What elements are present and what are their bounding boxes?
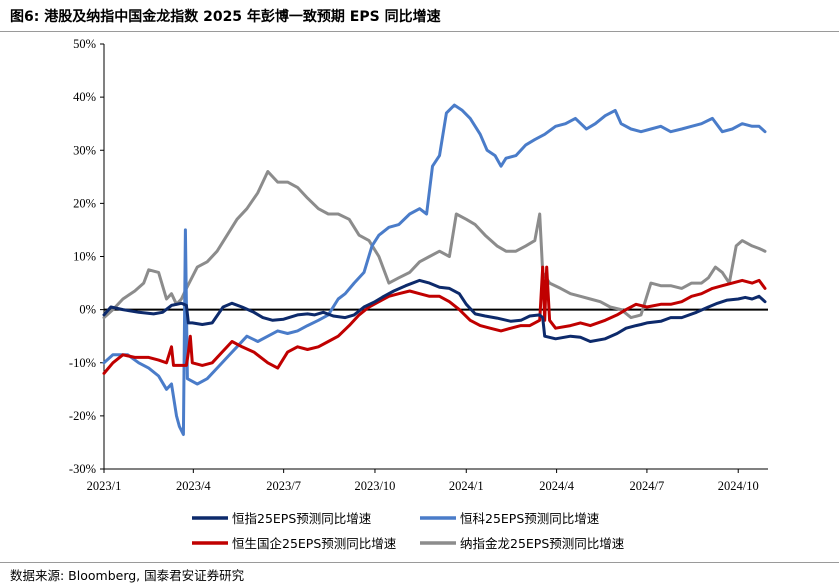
legend-label-1: 恒指25EPS预测同比增速 xyxy=(232,511,372,526)
y-tick-label: -20% xyxy=(69,409,96,423)
footer-divider xyxy=(0,562,839,563)
legend-label-2: 恒科25EPS预测同比增速 xyxy=(460,511,600,526)
x-tick-label: 2023/1 xyxy=(87,479,122,493)
y-tick-label: 40% xyxy=(73,90,96,104)
x-tick-label: 2024/1 xyxy=(449,479,484,493)
y-tick-label: 0% xyxy=(79,303,96,317)
x-tick-label: 2023/10 xyxy=(354,479,395,493)
chart-legend: 恒指25EPS预测同比增速 恒科25EPS预测同比增速恒生国企25EPS预测同比增… xyxy=(192,511,625,551)
x-tick-label: 2023/7 xyxy=(266,479,301,493)
chart-series-lines xyxy=(102,103,767,436)
series-line-1 xyxy=(102,278,767,343)
title-divider xyxy=(0,31,839,32)
y-tick-label: 20% xyxy=(73,196,96,210)
series-line-3 xyxy=(102,265,767,375)
y-tick-label: -30% xyxy=(69,462,96,476)
x-tick-label: 2023/4 xyxy=(176,479,211,493)
legend-label-3: 恒生国企25EPS预测同比增速 xyxy=(232,536,397,551)
y-tick-label: 30% xyxy=(73,143,96,157)
data-source-note: 数据来源: Bloomberg, 国泰君安证券研究 xyxy=(10,568,245,583)
series-line-4 xyxy=(102,170,767,320)
x-tick-label: 2024/10 xyxy=(718,479,759,493)
series-line-2 xyxy=(102,103,767,436)
legend-label-4: 纳指金龙25EPS预测同比增速 xyxy=(460,536,625,551)
y-tick-label: 50% xyxy=(73,37,96,51)
y-tick-label: -10% xyxy=(69,356,96,370)
x-tick-label: 2024/4 xyxy=(539,479,574,493)
chart-axes: 50% 40% 30% 20% 10% 0% -10% -20% -30% 2023/1 2023/… xyxy=(69,37,768,493)
y-tick-label: 10% xyxy=(73,250,96,264)
x-tick-label: 2024/7 xyxy=(630,479,665,493)
page-title: 图6: 港股及纳指中国金龙指数 2025 年彭博一致预期 EPS 同比增速 xyxy=(10,9,441,25)
